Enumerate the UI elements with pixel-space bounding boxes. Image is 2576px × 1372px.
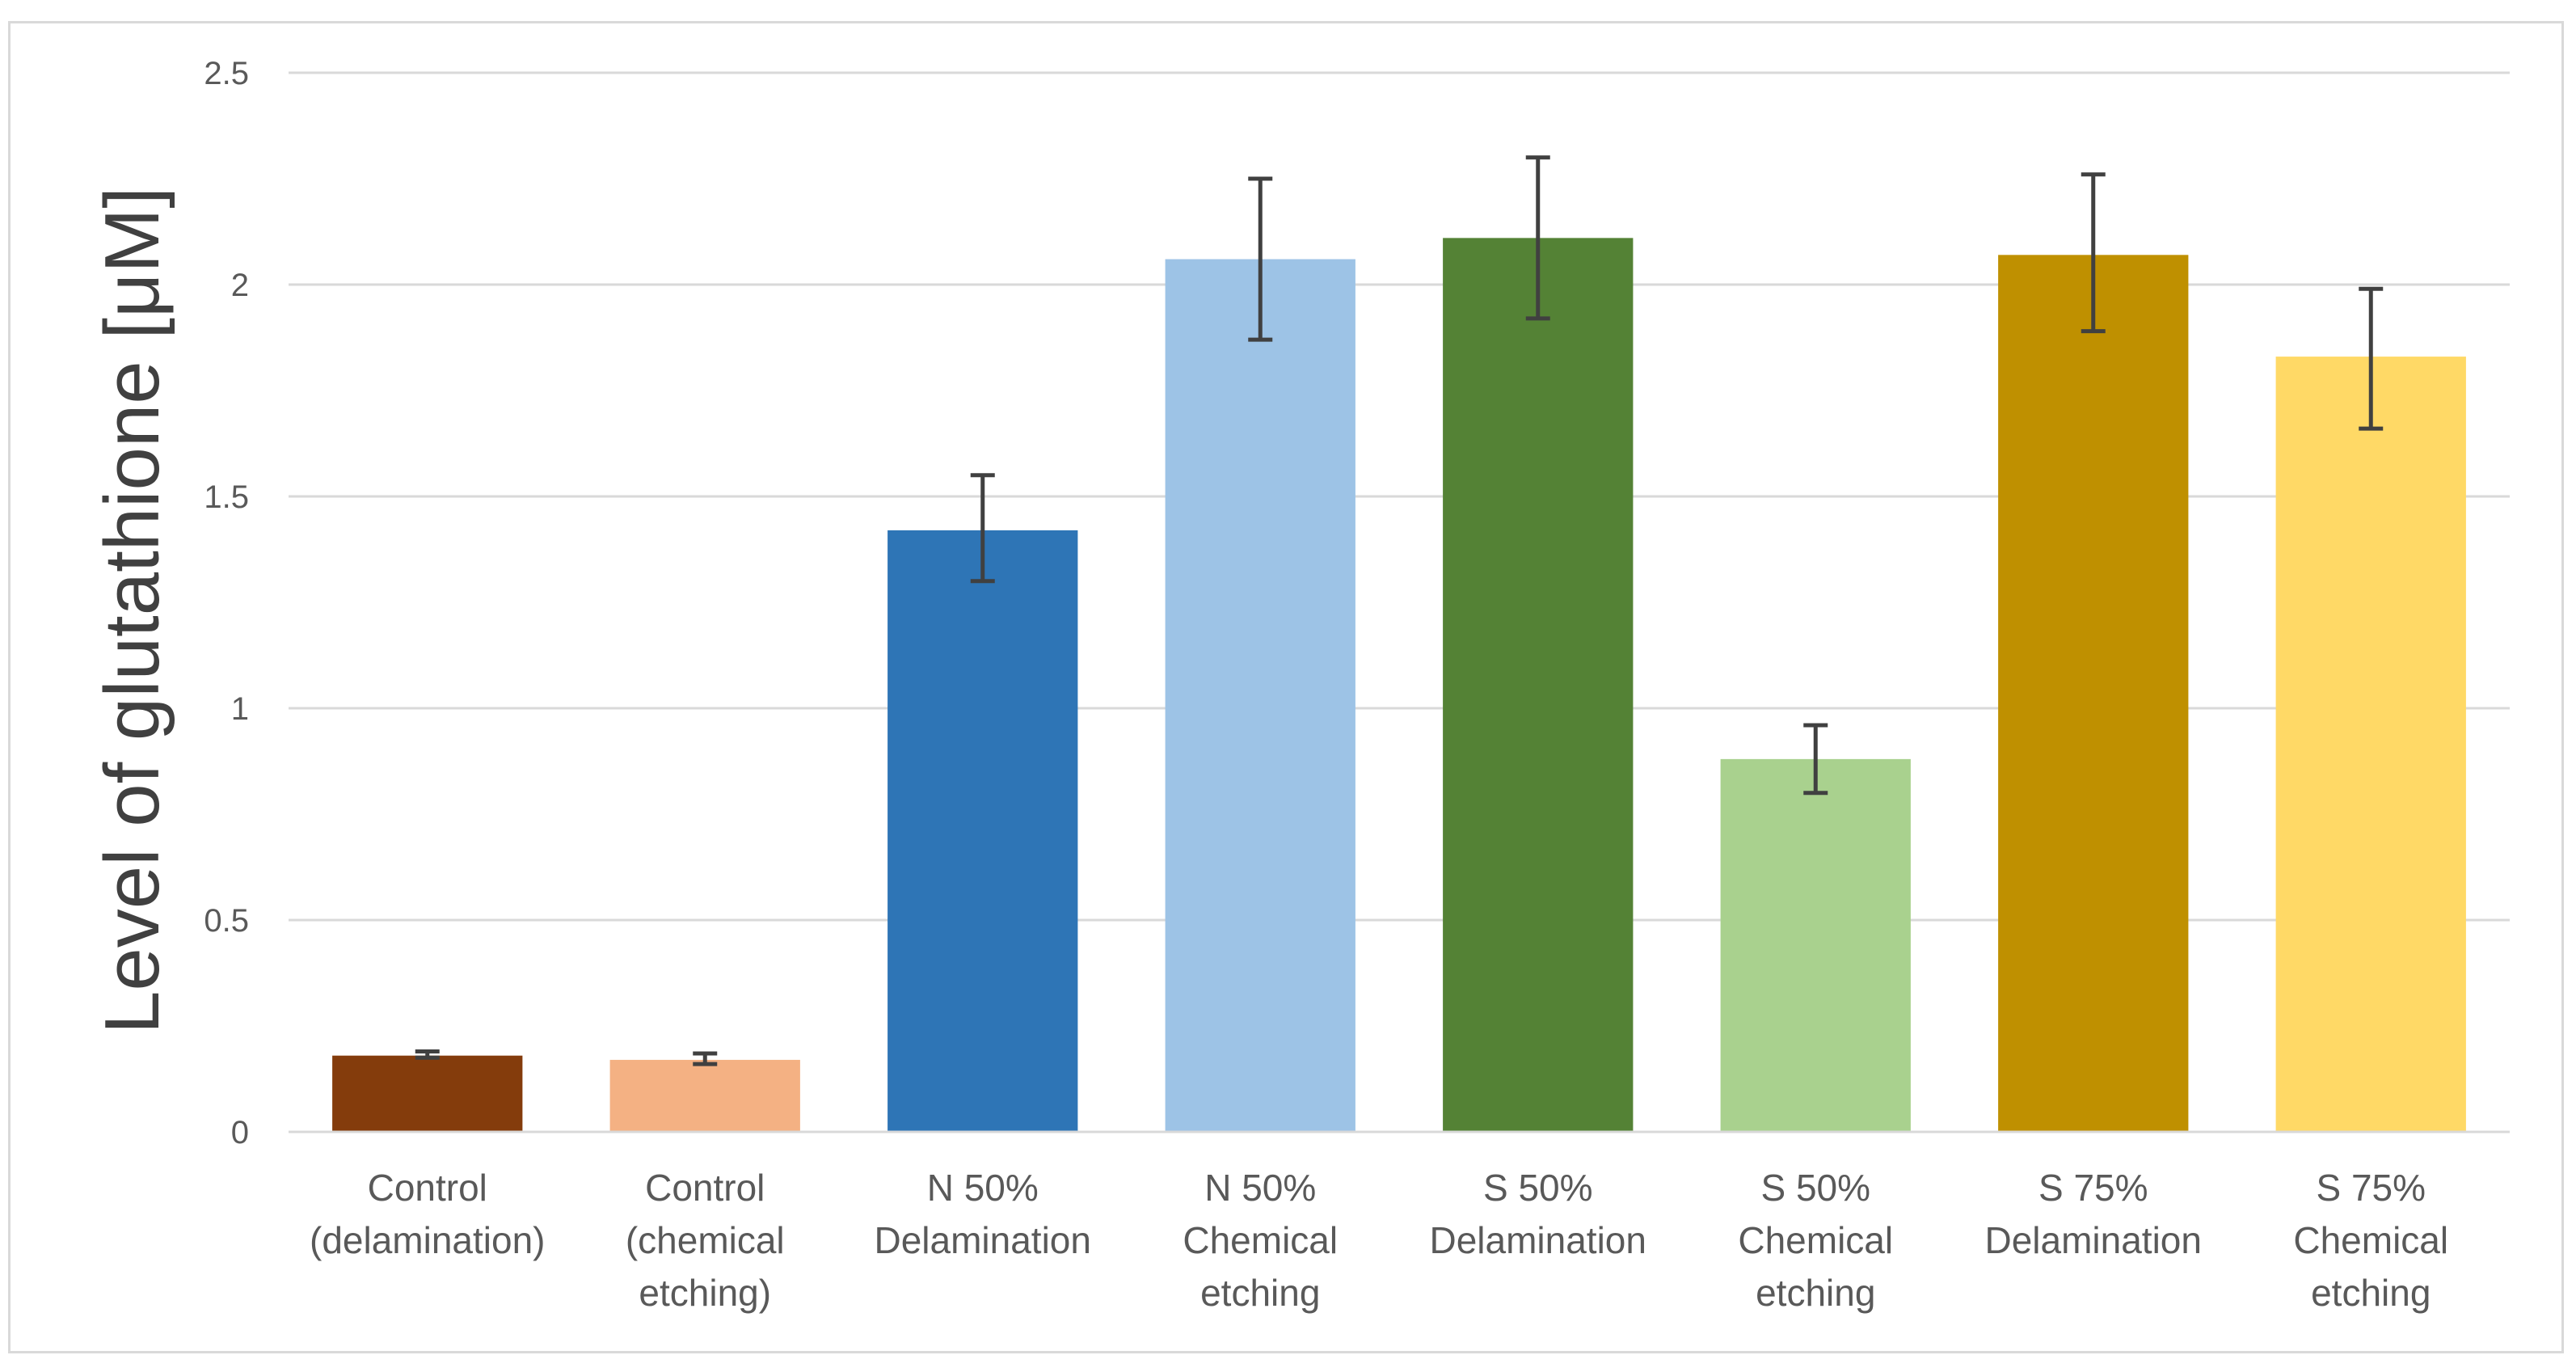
x-category-label: S 75% Chemical etching [2293,1167,2448,1314]
x-category-label: N 50% Delamination [875,1167,1091,1261]
x-category-label: N 50% Chemical etching [1183,1167,1338,1314]
y-tick-label: 0.5 [204,903,249,939]
bars [332,238,2466,1133]
error-bar [2081,172,2106,334]
error-bar [693,1051,718,1066]
error-bars [415,155,2384,1066]
bar [1998,255,2189,1132]
error-bar [1525,155,1550,321]
y-axis-tick-labels: 0 0.5 1 1.5 2 2.5 [204,56,249,1150]
y-tick-label: 1 [231,691,249,727]
y-tick-label: 1.5 [204,479,249,515]
error-bar [415,1049,440,1060]
x-category-label: S 75% Delamination [1985,1167,2202,1261]
x-axis-category-labels: Control (delamination) Control (chemical etc… [310,1167,2448,1314]
y-tick-label: 0 [231,1115,249,1150]
bar [609,1059,800,1132]
y-tick-label: 2 [231,268,249,303]
x-category-label: Control (chemical etching) [626,1167,785,1314]
bar [1443,238,1634,1132]
x-category-label: Control (delamination) [310,1167,545,1261]
bar [1165,259,1355,1132]
y-tick-label: 2.5 [204,56,249,91]
x-category-label: S 50% Delamination [1430,1167,1646,1261]
bar [887,530,1078,1132]
x-category-label: S 50% Chemical etching [1738,1167,1893,1314]
bar [2275,357,2466,1133]
bar [332,1055,523,1132]
error-bar [1803,723,1828,796]
error-bar [970,473,995,584]
bar [1720,758,1911,1132]
error-bar [1248,176,1273,342]
error-bar [2359,286,2384,431]
y-axis-title: Level of glutathione [μM] [89,187,175,1034]
